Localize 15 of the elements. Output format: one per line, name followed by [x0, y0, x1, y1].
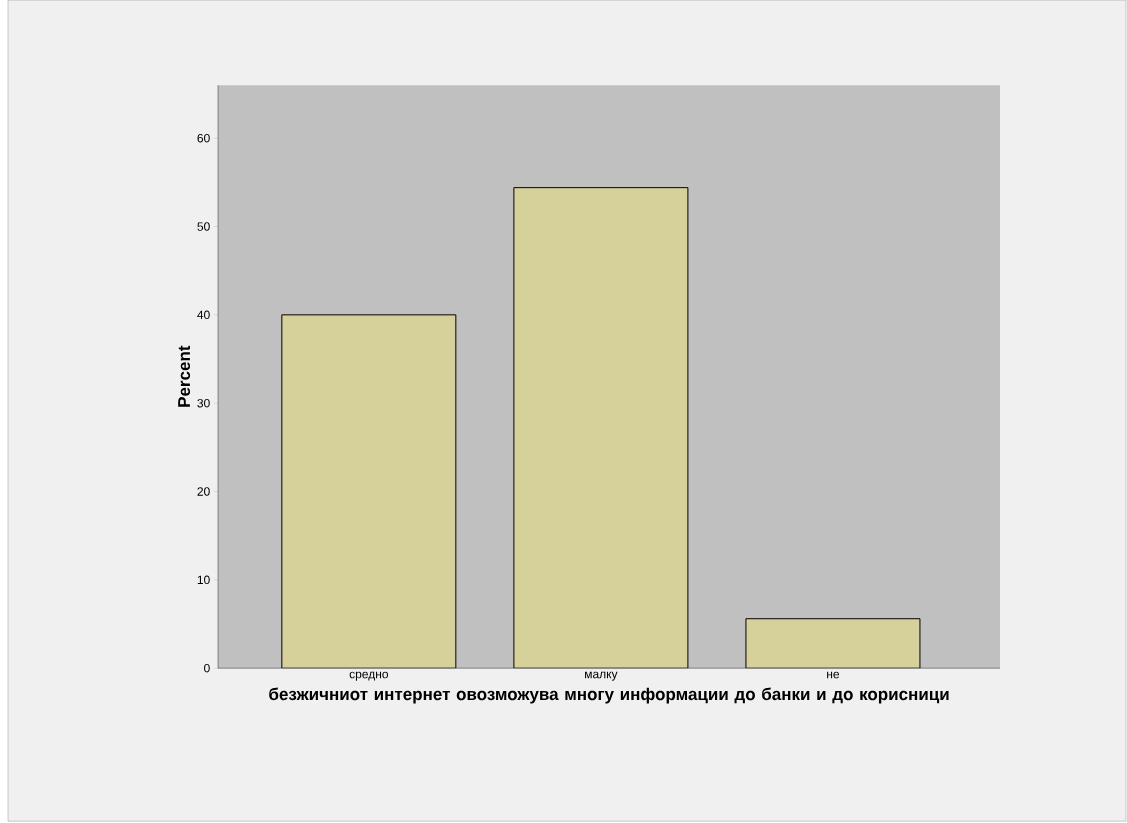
y-tick-label: 0 [204, 663, 210, 673]
y-tick-label: 60 [197, 133, 210, 143]
bar [745, 618, 921, 669]
x-tick-label: средно [349, 671, 389, 681]
x-tick-label: не [827, 671, 840, 679]
x-axis-title: безжичниот интернет овозможува многу информации до банки и до корисници [269, 687, 949, 704]
y-axis-title: Percent [178, 345, 191, 407]
y-tick-label: 40 [197, 310, 210, 320]
x-tick-label: малку [585, 671, 618, 681]
bar [281, 314, 457, 669]
y-tick-label: 30 [197, 398, 210, 408]
bar [513, 187, 689, 669]
y-tick-label: 10 [197, 575, 210, 585]
y-tick-label: 20 [197, 487, 210, 496]
y-tick-label: 50 [197, 222, 210, 231]
